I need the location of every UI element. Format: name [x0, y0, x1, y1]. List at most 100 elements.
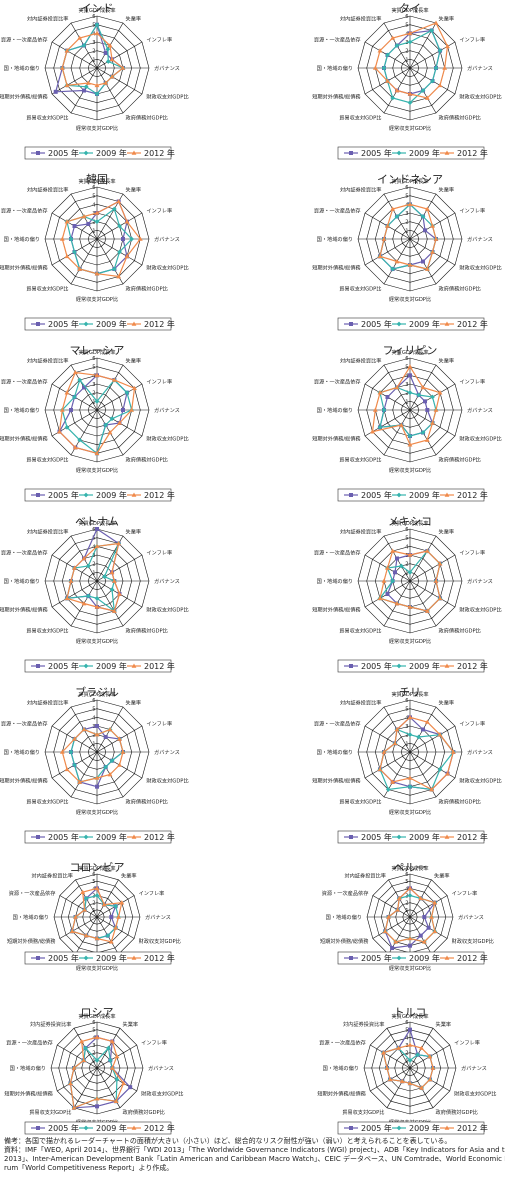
marker-triangle: [64, 48, 70, 53]
axis-label: 国・地域の偏り: [4, 748, 40, 756]
axis-label: インフレ率: [146, 378, 172, 386]
marker-square: [103, 734, 108, 739]
marker-triangle: [407, 201, 413, 207]
marker-diamond: [64, 424, 70, 430]
marker-diamond: [113, 903, 119, 909]
marker-triangle: [386, 914, 391, 919]
legend-box: [24, 488, 172, 502]
marker-triangle: [69, 928, 75, 934]
legend-marker: [131, 955, 137, 960]
marker-triangle: [113, 1098, 119, 1103]
legend-label: 2012 年: [457, 319, 488, 329]
marker-triangle: [117, 420, 122, 425]
axis-label: 国・地域の偏り: [317, 406, 353, 414]
marker-triangle: [116, 274, 122, 279]
axis-label: 短期対外債務/総債務: [312, 435, 361, 443]
r-tick-label: 1: [405, 741, 408, 747]
spoke: [386, 1067, 411, 1108]
axis-label: 国・地域の偏り: [4, 406, 40, 414]
marker-triangle: [407, 775, 413, 780]
legend-label: 2005 年: [361, 1123, 392, 1133]
marker-triangle: [394, 601, 400, 606]
marker-square: [426, 925, 431, 930]
r-tick-label: 6: [92, 185, 95, 191]
marker-triangle: [120, 65, 126, 70]
marker-triangle: [94, 1034, 100, 1040]
r-tick-label: 2: [405, 49, 408, 55]
marker-triangle: [109, 74, 115, 79]
chart-title: マレーシア: [70, 344, 125, 357]
axis-label: 貿易収支対GDP比: [26, 626, 68, 634]
marker-diamond: [390, 95, 396, 101]
axis-label: 政府債務対GDP比: [126, 113, 168, 121]
r-tick-label: 6: [405, 1020, 408, 1026]
r-tick-label: 4: [405, 715, 409, 721]
marker-triangle: [427, 1054, 433, 1059]
legend-box: [24, 830, 172, 844]
marker-triangle: [72, 369, 78, 375]
marker-diamond: [407, 433, 413, 439]
marker-triangle: [370, 429, 375, 434]
marker-triangle: [107, 772, 113, 777]
axis-label: 貿易収支対GDP比: [339, 113, 381, 121]
marker-triangle: [71, 1105, 77, 1110]
marker-triangle: [381, 578, 387, 583]
marker-triangle: [407, 442, 413, 447]
axis-label: インフレ率: [459, 720, 485, 728]
axis-label: 対内証券投資比率: [27, 186, 69, 194]
axis-label: 対内証券投資比率: [344, 871, 386, 879]
r-tick-label: 1: [92, 399, 95, 405]
marker-square: [53, 89, 58, 94]
marker-diamond: [109, 416, 115, 422]
marker-triangle: [108, 939, 114, 944]
axis-label: インフレ率: [459, 549, 485, 557]
marker-diamond: [81, 43, 87, 48]
axis-label: 実質GDP成長率: [391, 864, 428, 872]
marker-diamond: [407, 732, 413, 738]
legend-box: [24, 951, 172, 965]
marker-triangle: [424, 206, 430, 211]
spoke: [364, 751, 411, 779]
marker-triangle: [407, 30, 413, 36]
legend-marker: [396, 1125, 402, 1131]
radar-chart: ブラジル123456実質GDP成長率失業率インフレ率ガバナンス財政収支対GDP比…: [0, 685, 189, 844]
r-tick-label: 2: [405, 220, 408, 226]
spoke: [57, 1067, 98, 1092]
marker-triangle: [107, 726, 113, 732]
marker-diamond: [430, 394, 435, 400]
spoke: [96, 41, 143, 69]
legend-marker: [444, 834, 450, 839]
marker-triangle: [64, 766, 70, 772]
marker-triangle: [433, 578, 439, 583]
marker-diamond: [83, 895, 89, 901]
axis-label: 経常収支対GDP比: [389, 637, 431, 645]
marker-diamond: [430, 78, 435, 84]
chart-title: フィリピン: [383, 344, 438, 357]
axis-label: 政府債務対GDP比: [439, 626, 481, 634]
axis-label: 貿易収支対GDP比: [339, 455, 381, 463]
marker-diamond: [385, 52, 390, 58]
marker-triangle: [377, 595, 383, 601]
radar-chart: ベトナム 1 2 3 4 5 6実質GDP成長率失業率インフレ率ガバナンス財政収支対GDP比…: [0, 515, 189, 673]
marker-triangle: [396, 1045, 401, 1050]
r-tick-label: 4: [405, 1035, 409, 1041]
axis-label: ガバナンス: [467, 64, 493, 72]
legend-label: 2009 年: [409, 490, 440, 500]
chart-title: チリ: [399, 686, 421, 699]
axis-label: 財政収支対GDP比: [452, 937, 494, 945]
marker-triangle: [390, 779, 396, 784]
chart-title: ベトナム: [75, 515, 119, 528]
marker-triangle: [59, 65, 65, 70]
r-tick-label: 6: [405, 527, 408, 533]
legend-marker: [396, 834, 402, 840]
spoke: [70, 238, 98, 285]
legend-label: 2012 年: [144, 319, 175, 329]
axis-label: 対内証券投資比率: [27, 528, 69, 536]
chart-title: インドネシア: [377, 173, 443, 186]
spoke: [51, 580, 98, 608]
legend-box: [24, 317, 172, 331]
axis-label: 政府債務対GDP比: [126, 455, 168, 463]
marker-triangle: [94, 604, 100, 609]
legend-marker: [349, 835, 353, 839]
axis-label: 国・地域の偏り: [326, 913, 362, 921]
